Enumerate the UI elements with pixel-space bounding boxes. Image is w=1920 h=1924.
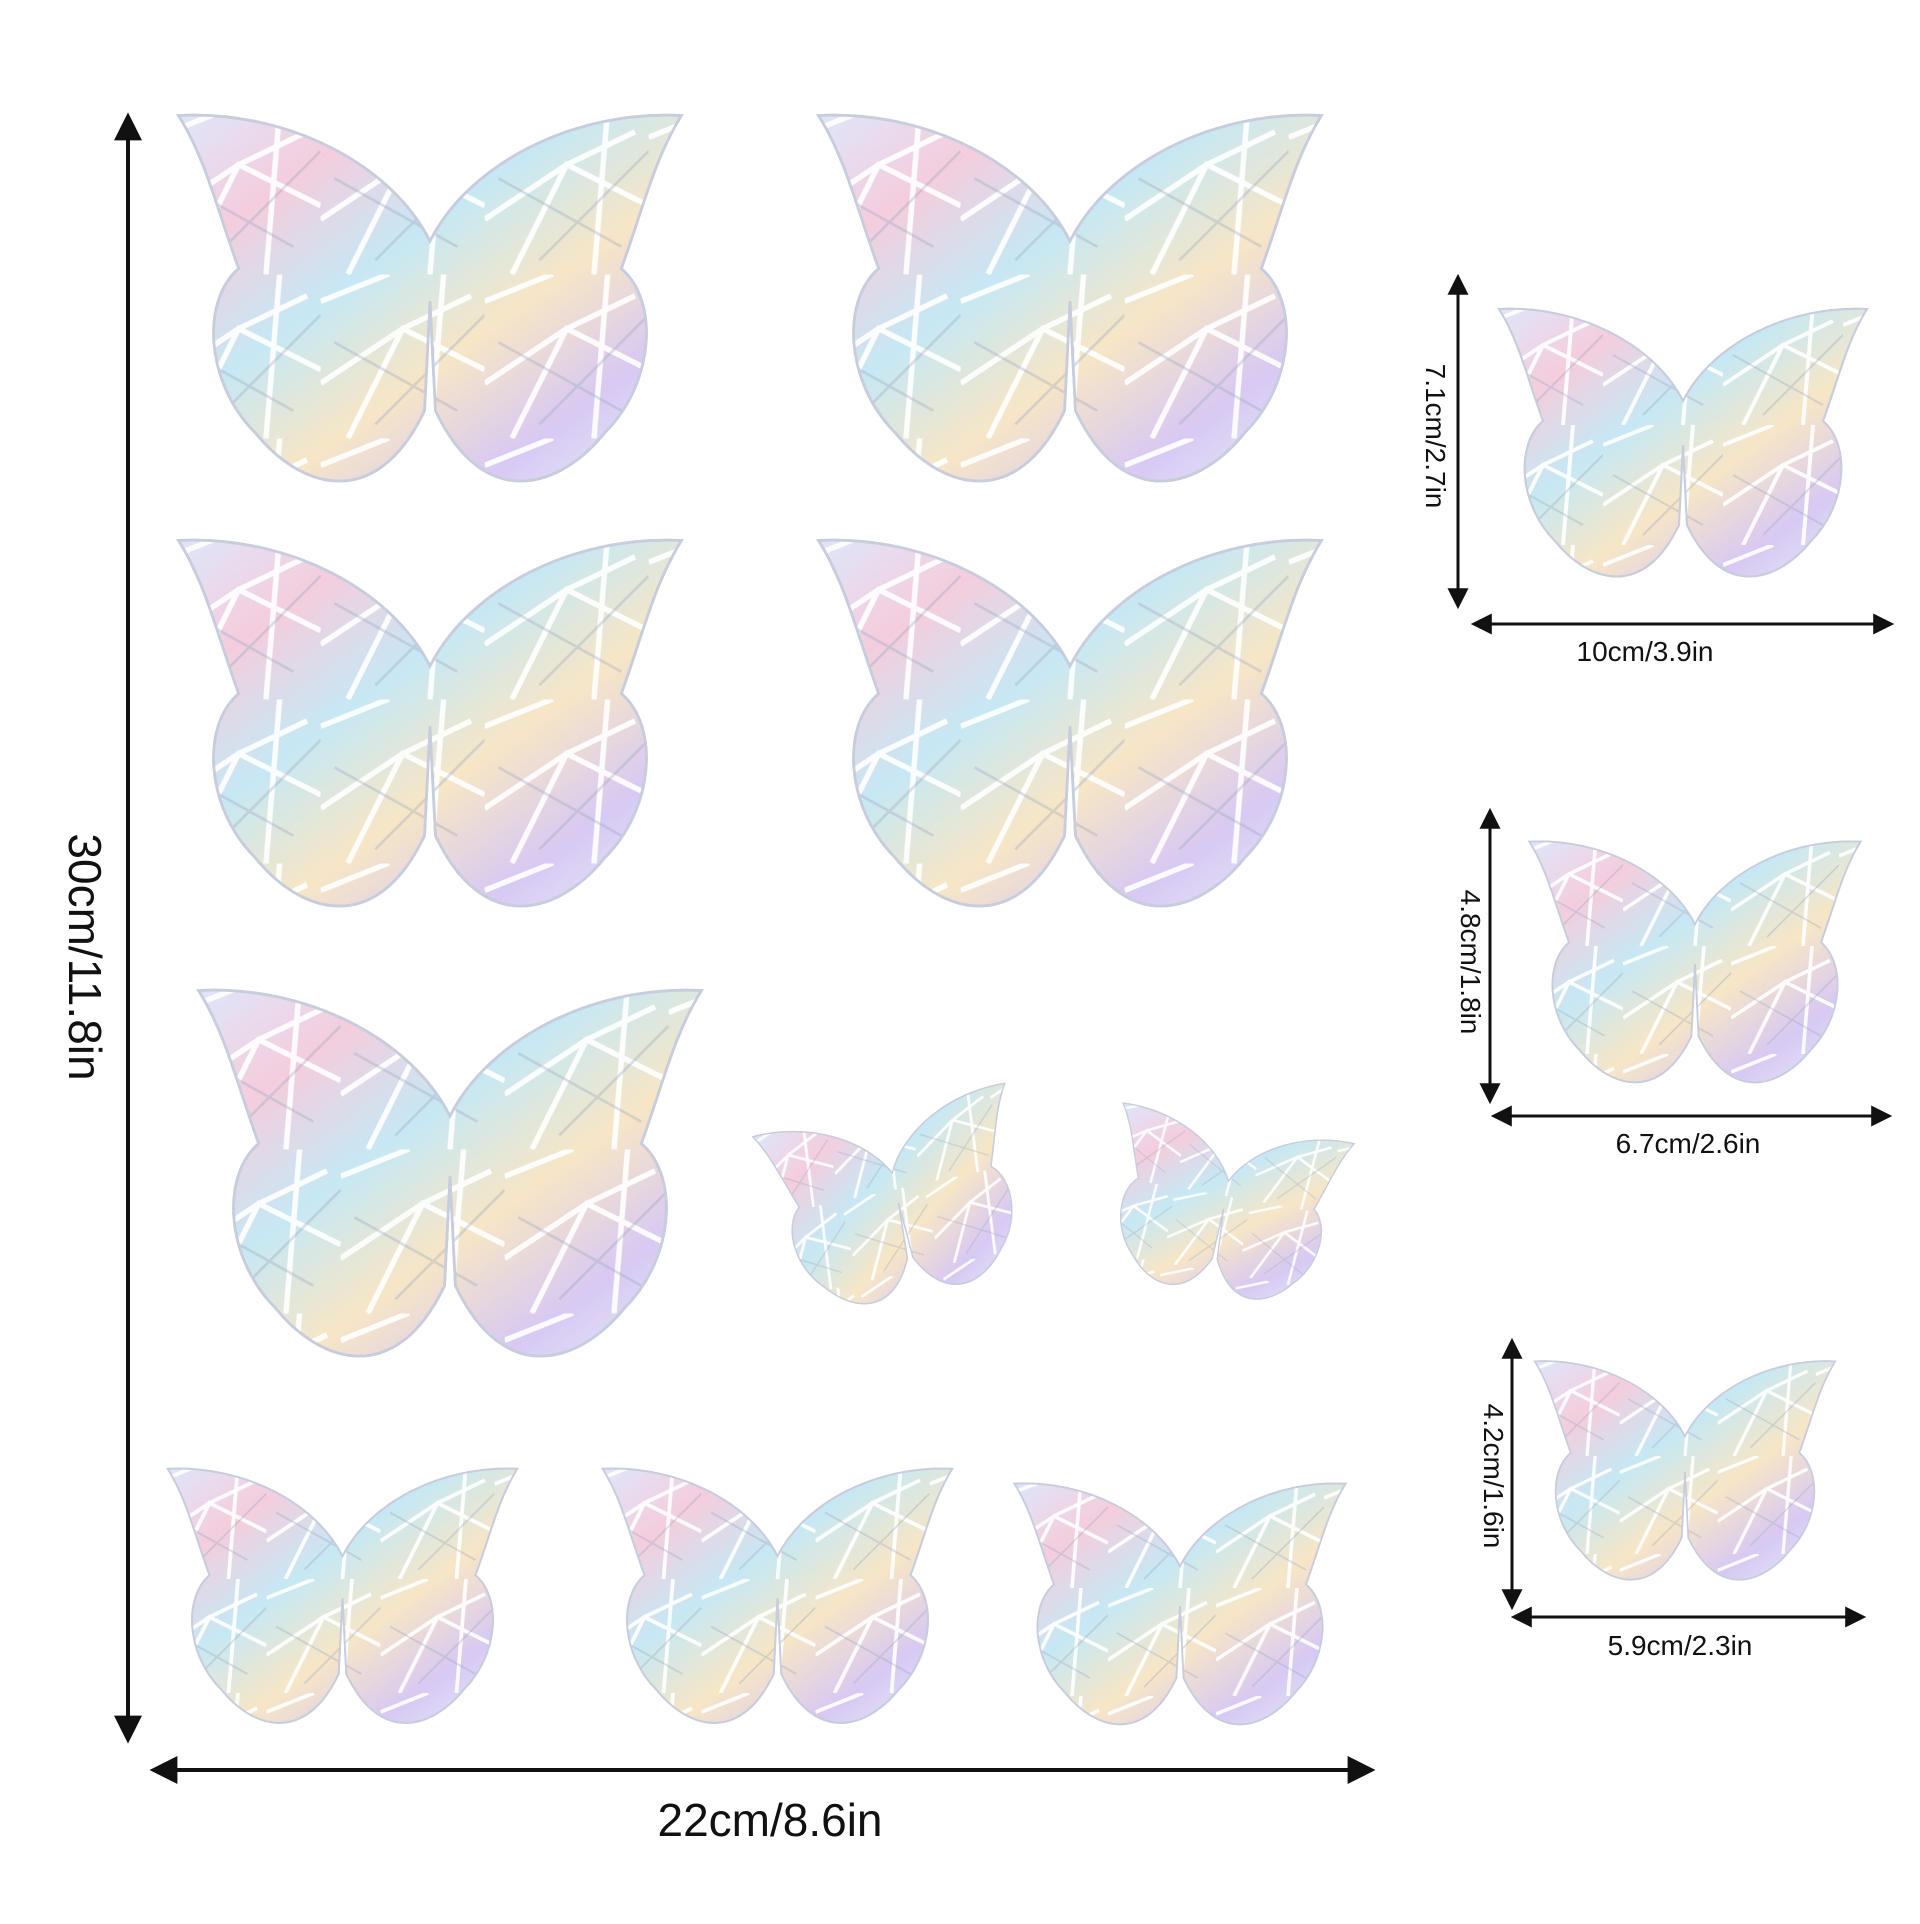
butterfly-icon — [817, 538, 1323, 908]
medium-width-label: 6.7cm/2.6in — [1615, 1128, 1761, 1159]
main-width-label: 22cm/8.6in — [657, 1794, 883, 1846]
butterfly-icon — [1092, 1101, 1356, 1313]
large-width-label: 10cm/3.9in — [1576, 636, 1714, 667]
butterfly-icon — [177, 538, 683, 908]
butterfly-icon — [1533, 1360, 1837, 1581]
butterfly-icon — [197, 988, 703, 1358]
butterfly-icon — [166, 1467, 519, 1724]
butterfly-icon — [177, 113, 683, 483]
butterfly-icon — [1013, 1482, 1347, 1726]
butterfly-icon — [601, 1467, 954, 1724]
small-height-label: 4.2cm/1.6in — [1478, 1403, 1509, 1549]
large-height-label: 7.1cm/2.7in — [1420, 363, 1451, 509]
butterfly-icon — [1497, 307, 1869, 578]
butterfly-icon — [751, 1081, 1046, 1322]
butterfly-icon — [817, 113, 1323, 483]
main-height-label: 30cm/11.8in — [59, 833, 111, 1081]
small-width-label: 5.9cm/2.3in — [1607, 1630, 1753, 1661]
medium-height-label: 4.8cm/1.8in — [1455, 889, 1486, 1035]
butterfly-group — [166, 113, 1869, 1726]
butterfly-icon — [1528, 840, 1862, 1084]
